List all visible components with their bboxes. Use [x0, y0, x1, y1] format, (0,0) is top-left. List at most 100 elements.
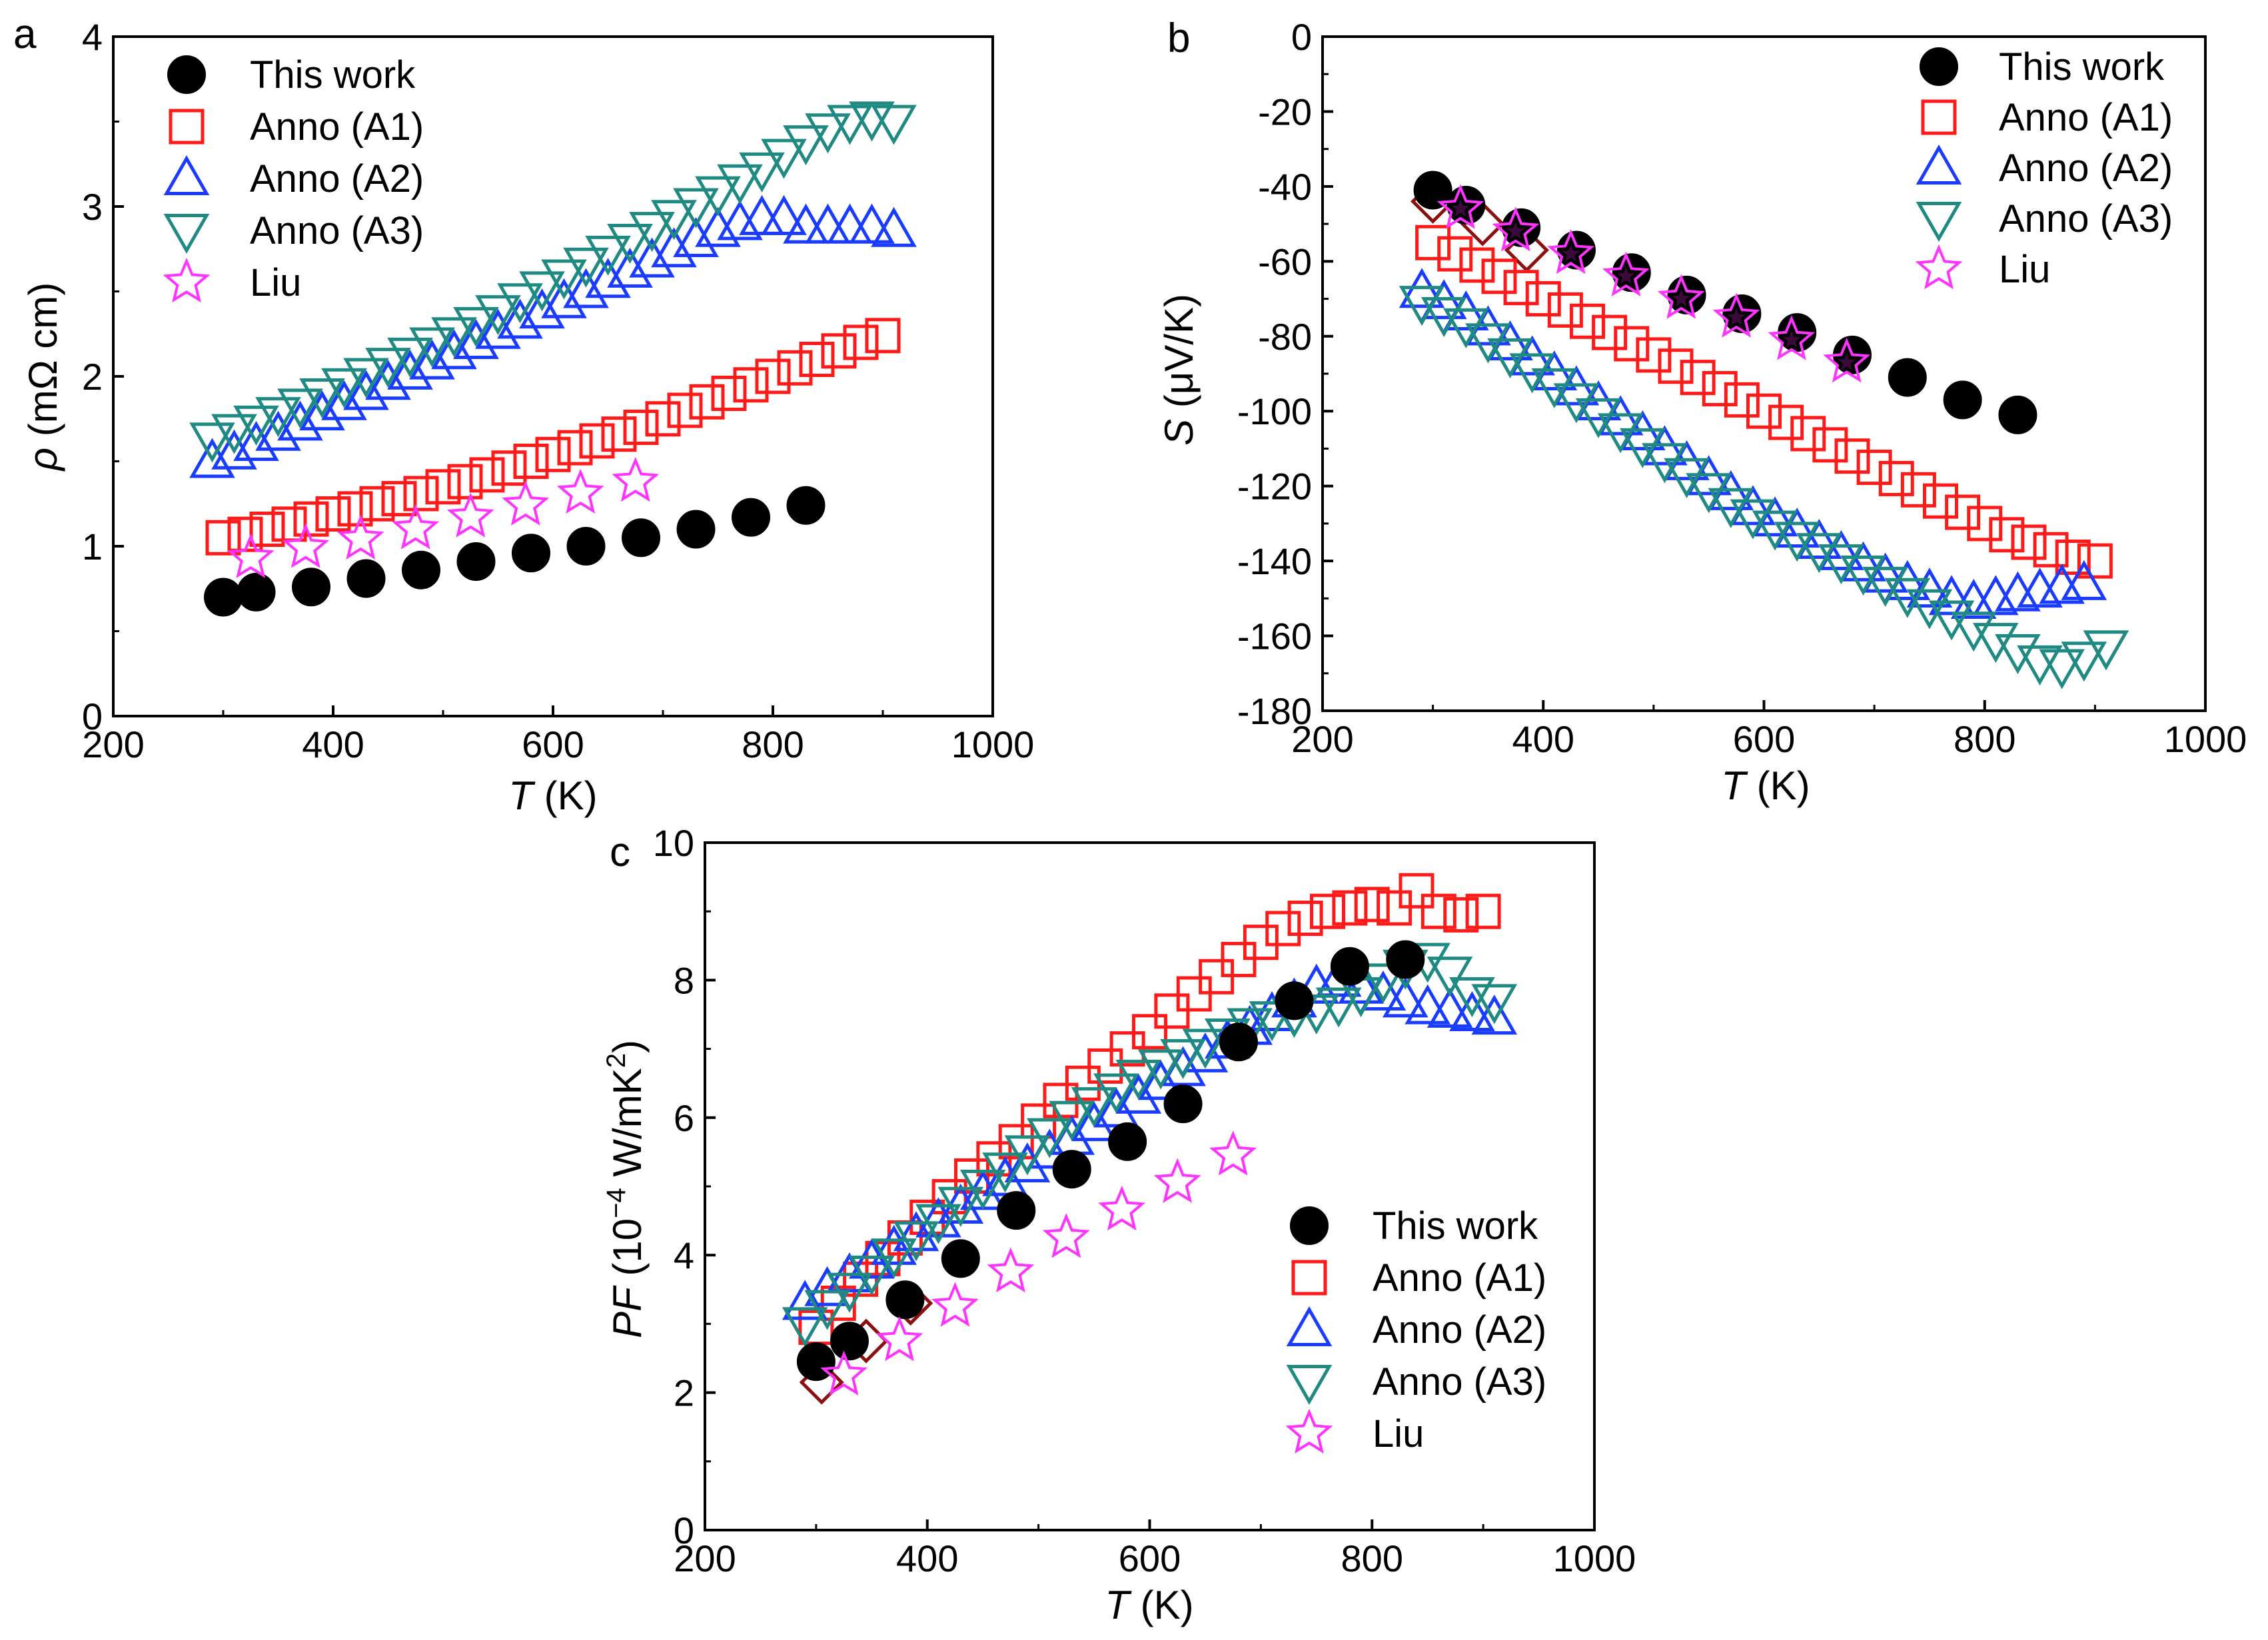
legend-symbol-anno-a1 — [1921, 99, 1957, 135]
panel-b-y-unit: (μV/K) — [1157, 294, 1201, 419]
legend-entry-this-work: This work — [167, 53, 416, 97]
data-point-anno-a2 — [321, 380, 367, 420]
y-tick-label: -40 — [1258, 166, 1312, 208]
data-point-anno-a3 — [1973, 623, 2019, 663]
data-point-anno-a3 — [1487, 338, 1533, 378]
panel-c-y-axis-label: PF (10−4 W/mK2) — [602, 1040, 650, 1338]
data-point-anno-a1 — [315, 496, 351, 532]
legend-label: Liu — [250, 261, 301, 304]
data-point-anno-a3 — [1752, 510, 1798, 551]
data-point-anno-a2 — [1071, 1101, 1117, 1142]
data-point-anno-a1 — [1724, 382, 1760, 418]
y-tick-label: 4 — [674, 1234, 694, 1276]
data-point-anno-a3 — [519, 271, 565, 312]
data-point-anno-a1 — [425, 469, 461, 505]
data-point-anno-a3 — [233, 405, 279, 446]
data-point-anno-a3 — [629, 212, 675, 252]
data-point-anno-a2 — [629, 237, 675, 278]
data-point-this-work — [676, 510, 716, 549]
data-point-anno-a3 — [1597, 413, 1644, 454]
data-point-anno-a1 — [1525, 281, 1561, 317]
data-point-anno-a1 — [777, 350, 813, 386]
data-point-anno-a2 — [849, 1238, 895, 1279]
data-point-anno-a3 — [1049, 1100, 1095, 1141]
data-point-anno-a1 — [2033, 532, 2069, 568]
y-tick-label: 2 — [82, 356, 103, 398]
legend-entry-liu: Liu — [1285, 1408, 1424, 1455]
x-tick-label: 800 — [1954, 718, 2015, 760]
data-point-anno-a1 — [1310, 893, 1345, 929]
data-point-this-work — [402, 550, 440, 590]
data-point-anno-a2 — [739, 195, 785, 235]
data-point-anno-a1 — [1265, 911, 1301, 947]
legend-label: Anno (A1) — [1373, 1256, 1546, 1300]
data-point-anno-a2 — [607, 247, 653, 288]
data-point-this-work — [1330, 947, 1369, 986]
data-point-anno-a2 — [1093, 1087, 1139, 1128]
data-point-anno-a2 — [871, 206, 917, 247]
data-point-anno-a3 — [1443, 308, 1489, 348]
data-point-anno-a1 — [645, 401, 681, 437]
data-point-anno-a3 — [1575, 398, 1622, 438]
data-point-anno-a3 — [1420, 297, 1467, 338]
y-tick-label: -60 — [1258, 240, 1312, 282]
panel-a-y-var: ρ — [21, 448, 65, 472]
data-point-liu — [1602, 251, 1650, 296]
data-point-anno-a2 — [651, 227, 697, 268]
data-point-anno-a1 — [535, 436, 571, 472]
data-point-anno-a1 — [1547, 292, 1583, 328]
data-point-anno-a2 — [343, 370, 389, 410]
data-point-anno-a3 — [1664, 458, 1710, 498]
data-point-anno-a2 — [255, 410, 301, 451]
data-point-anno-a3 — [782, 1307, 828, 1348]
x-tick-label: 400 — [1512, 718, 1574, 760]
data-point-anno-a1 — [381, 481, 417, 517]
data-point-this-work — [237, 572, 276, 612]
panel-c-label: c — [610, 829, 630, 875]
data-point-anno-a3 — [255, 397, 301, 438]
data-point-anno-a1 — [513, 444, 549, 479]
data-point-liu — [1098, 1185, 1146, 1231]
data-point-anno-a3 — [804, 1290, 850, 1330]
data-point-anno-a3 — [607, 224, 653, 264]
panel-b-seebeck-vs-T: b 200 400 600 800 1000 -180 -160 -140 -120 -100 -8… — [1157, 15, 2247, 808]
data-point-anno-a3 — [2039, 649, 2085, 689]
y-tick-label: -100 — [1237, 390, 1312, 432]
y-tick-label: 6 — [674, 1097, 694, 1139]
data-point-anno-a3 — [541, 259, 587, 300]
data-point-anno-a3 — [585, 235, 631, 276]
legend-label: Anno (A3) — [250, 209, 424, 252]
data-point-anno-a3 — [717, 164, 763, 205]
data-point-anno-a2 — [541, 278, 587, 318]
data-point-liu — [282, 523, 330, 568]
data-point-anno-a2 — [453, 318, 499, 359]
data-point-anno-a2 — [1405, 984, 1450, 1025]
y-tick-label: 1 — [82, 526, 103, 568]
data-point-anno-a3 — [739, 152, 785, 193]
data-point-anno-a1 — [557, 430, 593, 466]
data-point-this-work — [1163, 1084, 1203, 1124]
data-point-anno-a2 — [233, 420, 279, 461]
legend-symbol-anno-a2 — [1286, 1306, 1333, 1346]
data-point-anno-a2 — [982, 1156, 1028, 1196]
data-point-liu-core — [1727, 308, 1746, 325]
data-point-anno-a1 — [1481, 258, 1517, 294]
data-point-anno-a3 — [915, 1204, 961, 1244]
panel-c-y-unit-sup1: −4 — [602, 1188, 631, 1218]
data-point-anno-a3 — [761, 139, 807, 179]
data-point-liu — [1768, 315, 1816, 360]
panel-c-legend: This work Anno (A1) Anno (A2) Anno (A3) … — [1285, 1204, 1546, 1455]
data-point-this-work — [732, 498, 770, 537]
data-point-anno-a1 — [865, 318, 901, 354]
panel-c-x-var: T — [1105, 1583, 1132, 1627]
panel-a-x-axis-label: T (K) — [508, 773, 597, 818]
data-point-anno-a2 — [1383, 977, 1428, 1018]
legend-symbol-liu — [1915, 244, 1963, 290]
data-point-this-work — [622, 518, 660, 558]
data-point-anno-a1 — [1132, 1014, 1167, 1050]
panel-c-axes-frame — [704, 841, 1596, 1531]
data-point-anno-a2 — [673, 216, 719, 257]
y-tick-label: 4 — [82, 16, 103, 58]
legend-entry-anno-a3: Anno (A3) — [1286, 1360, 1546, 1406]
x-tick-label: 600 — [522, 723, 584, 765]
